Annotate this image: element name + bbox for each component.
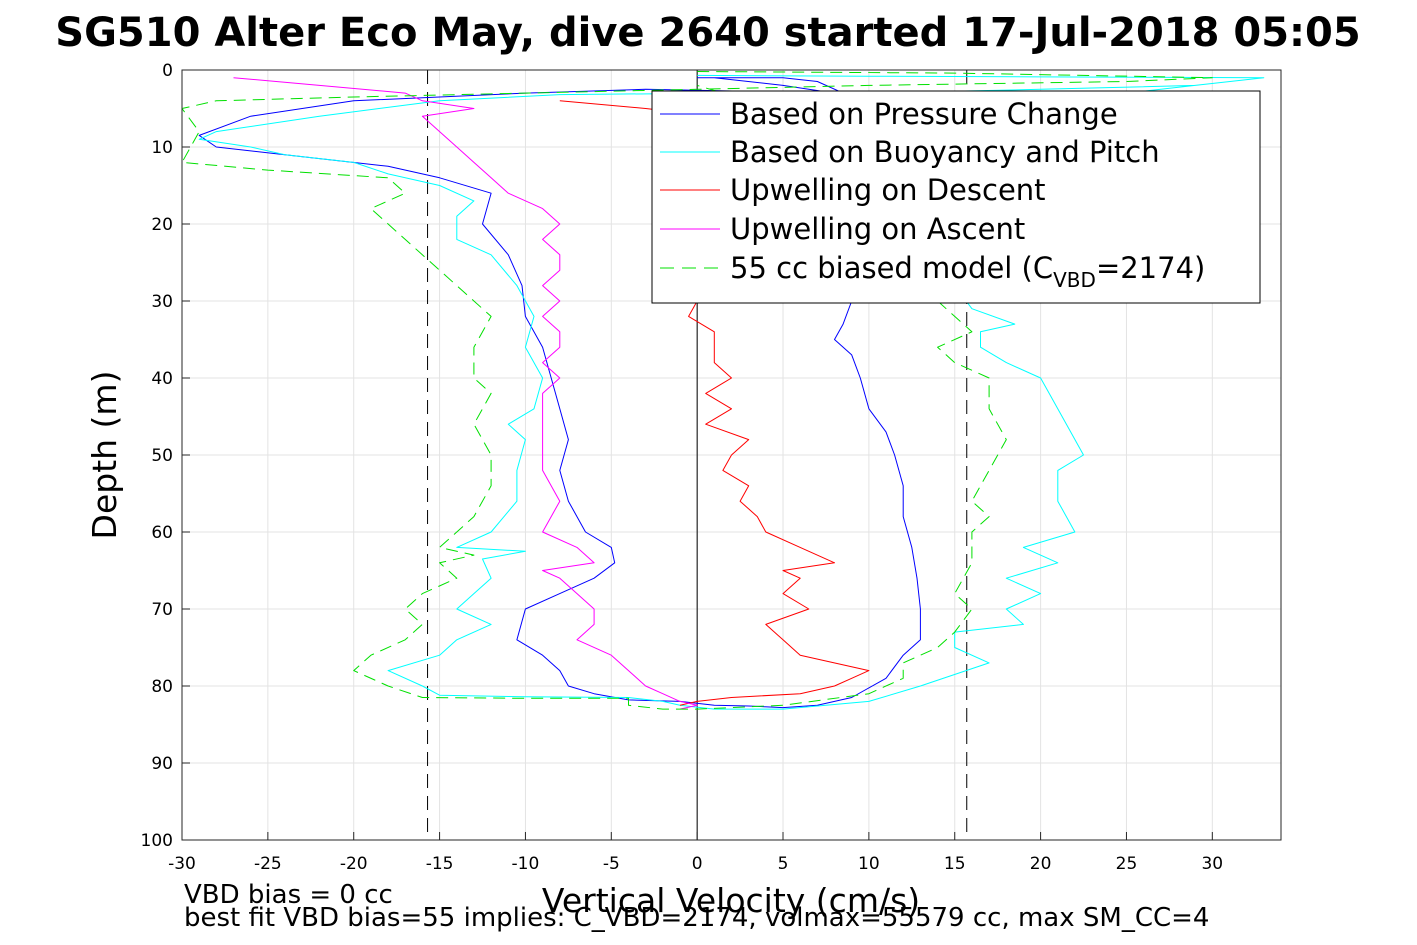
x-tick-label: 25 — [1116, 854, 1138, 874]
legend: Based on Pressure Change Based on Buoyan… — [651, 90, 1261, 304]
x-tick-label: -10 — [512, 854, 540, 874]
legend-label-descent: Upwelling on Descent — [730, 173, 1046, 207]
y-axis-ticks: 0 10 20 30 40 50 60 70 80 90 100 — [141, 61, 190, 851]
footer-best-fit: best fit VBD bias=55 implies: C_VBD=2174… — [184, 903, 1209, 933]
y-tick-label: 40 — [151, 369, 173, 389]
x-tick-label: 0 — [692, 854, 703, 874]
y-tick-label: 90 — [151, 754, 173, 774]
series-group — [181, 71, 1265, 710]
x-tick-label: -15 — [426, 854, 454, 874]
x-tick-label: 15 — [944, 854, 966, 874]
legend-label-buoyancy: Based on Buoyancy and Pitch — [730, 135, 1160, 169]
y-tick-label: 10 — [151, 138, 173, 158]
y-tick-label: 0 — [162, 61, 173, 81]
x-tick-label: 5 — [778, 854, 789, 874]
x-tick-label: -30 — [168, 854, 196, 874]
x-tick-label: 30 — [1201, 854, 1223, 874]
x-axis-label: Vertical Velocity (cm/s) — [542, 881, 920, 920]
x-tick-label: -20 — [340, 854, 368, 874]
series-line-model — [181, 71, 1213, 710]
x-tick-label: -25 — [254, 854, 282, 874]
y-tick-label: 20 — [151, 215, 173, 235]
y-tick-label: 60 — [151, 523, 173, 543]
y-tick-label: 30 — [151, 292, 173, 312]
legend-model-suffix: =2174) — [1096, 251, 1205, 285]
chart-title: SG510 Alter Eco May, dive 2640 started 1… — [55, 10, 1360, 56]
series-line-buoyancy — [198, 74, 1265, 710]
footer-vbd-bias: VBD bias = 0 cc — [184, 880, 393, 910]
legend-label-ascent: Upwelling on Ascent — [730, 212, 1025, 246]
x-tick-label: -5 — [603, 854, 620, 874]
y-tick-label: 80 — [151, 677, 173, 697]
y-tick-label: 100 — [141, 831, 173, 851]
legend-model-subscript: VBD — [1053, 268, 1096, 292]
y-tick-label: 50 — [151, 446, 173, 466]
legend-label-pressure: Based on Pressure Change — [730, 97, 1118, 131]
y-tick-label: 70 — [151, 600, 173, 620]
x-tick-label: 20 — [1030, 854, 1052, 874]
series-line-pressure — [198, 77, 921, 709]
x-axis-ticks: -30 -25 -20 -15 -10 -5 0 5 10 15 20 25 30 — [168, 832, 1223, 874]
legend-model-prefix: 55 cc biased model (C — [730, 251, 1053, 285]
x-tick-label: 10 — [858, 854, 880, 874]
y-axis-label: Depth (m) — [85, 371, 124, 540]
legend-box — [651, 90, 1261, 304]
legend-label-model: 55 cc biased model (CVBD=2174) — [730, 251, 1205, 292]
series-line-ascent — [233, 77, 698, 710]
